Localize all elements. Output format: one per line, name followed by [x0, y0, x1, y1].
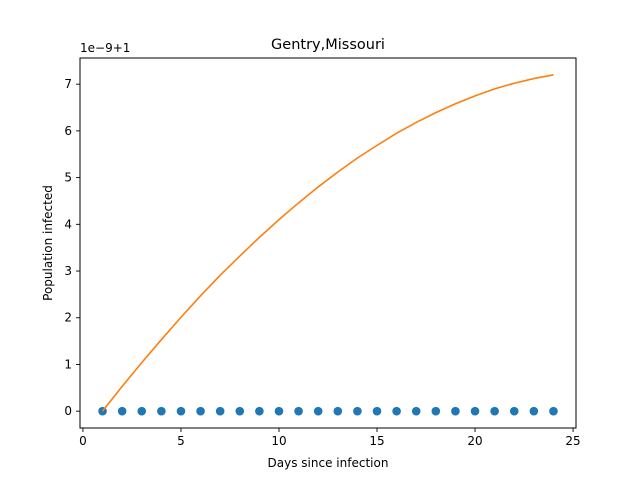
scatter-point — [274, 406, 284, 416]
scatter-point — [117, 406, 127, 416]
scatter-point — [157, 406, 166, 416]
scatter-point — [411, 406, 421, 416]
scatter-point — [392, 406, 401, 416]
y-tick-label: 7 — [64, 77, 72, 91]
y-tick-label: 5 — [64, 171, 72, 185]
scatter-point — [333, 406, 343, 416]
series-line — [101, 74, 554, 412]
scatter-point — [451, 406, 460, 416]
scatter-point — [490, 406, 499, 416]
axes-frame — [79, 57, 577, 429]
scatter-point — [215, 406, 225, 416]
y-tick-label: 3 — [64, 264, 72, 278]
y-axis-offset-label: 1e−9+1 — [80, 41, 130, 55]
x-tick-label: 20 — [467, 434, 482, 448]
scatter-point — [509, 406, 519, 416]
scatter-point — [294, 406, 303, 416]
x-tick-label: 15 — [369, 434, 384, 448]
scatter-point — [313, 406, 323, 416]
x-tick-label: 5 — [177, 434, 185, 448]
scatter-point — [353, 406, 362, 416]
scatter-point — [176, 406, 186, 416]
scatter-point — [255, 406, 264, 416]
scatter-point — [137, 406, 147, 416]
scatter-point — [431, 406, 441, 416]
scatter-point — [549, 406, 558, 416]
y-tick-label: 4 — [64, 217, 72, 231]
x-axis-label: Days since infection — [268, 456, 389, 470]
y-tick-label: 6 — [64, 124, 72, 138]
plot-area: 0 5 10 15 20 25 0 1 2 3 4 5 6 7 — [64, 74, 581, 448]
scatter-point — [372, 406, 382, 416]
scatter-point — [470, 406, 480, 416]
x-tick-label: 0 — [79, 434, 87, 448]
chart-title: Gentry,Missouri — [271, 37, 385, 53]
scatter-point — [235, 406, 245, 416]
scatter-point — [196, 406, 205, 416]
y-axis-label: Population infected — [41, 185, 55, 301]
x-tick-label: 25 — [565, 434, 580, 448]
y-tick-label: 0 — [64, 404, 72, 418]
y-tick-label: 2 — [64, 311, 72, 325]
x-tick-label: 10 — [271, 434, 286, 448]
scatter-point — [529, 406, 539, 416]
y-tick-label: 1 — [64, 357, 72, 371]
